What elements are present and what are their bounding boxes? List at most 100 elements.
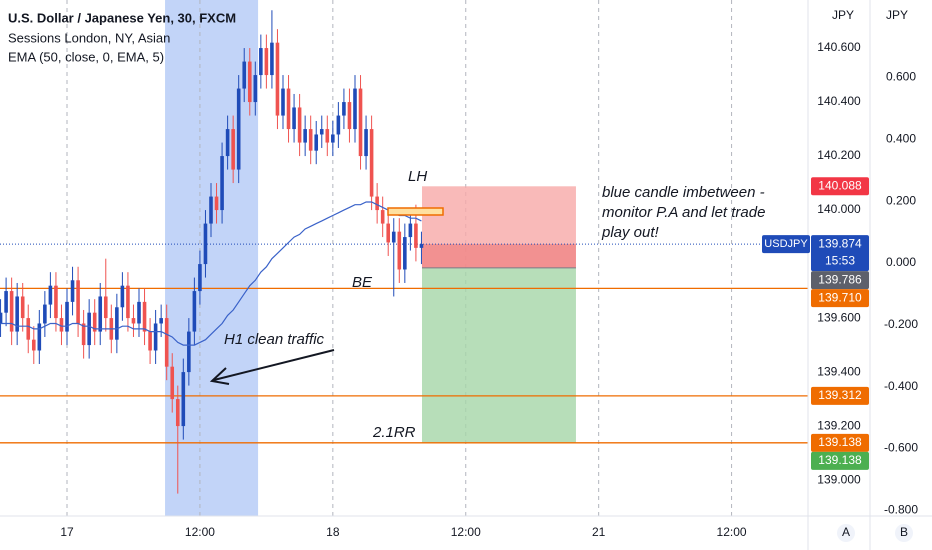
candle-body (26, 318, 31, 340)
candle-body (353, 88, 357, 130)
candle-body (148, 331, 152, 351)
candle-body (170, 366, 175, 400)
candle-body (4, 291, 8, 313)
price-label: 139.312 (818, 388, 862, 402)
scale-button[interactable] (895, 524, 913, 542)
candle-body (303, 129, 307, 143)
candle-body (120, 285, 125, 308)
candle-body (231, 129, 235, 170)
candle-body (281, 88, 285, 116)
indicator-label: Sessions London, NY, Asian (8, 30, 170, 45)
scale-button-label[interactable]: B (900, 525, 908, 539)
x-tick-label: 12:00 (185, 525, 215, 539)
candle-body (164, 318, 169, 367)
highlight-box (387, 207, 444, 216)
annotation: BE (352, 274, 373, 291)
y-tick-label: 139.200 (817, 418, 861, 432)
candle-body (242, 61, 247, 89)
candle-body (225, 129, 230, 157)
candle-body (98, 296, 103, 332)
candle-body (419, 244, 424, 248)
candle-body (375, 196, 379, 211)
annotations: LH BE H1 clean traffic 2.1RR blue candle… (209, 168, 765, 441)
candle-body (20, 296, 25, 319)
symbol-label: USDJPY (764, 238, 808, 250)
candle-body (65, 301, 69, 332)
y2-tick-label: -0.200 (884, 317, 918, 331)
note: blue candle imbetween - (602, 184, 765, 201)
candle-body (253, 75, 258, 103)
candle-body (76, 280, 80, 324)
x-tick-label: 21 (592, 525, 606, 539)
axis-unit: JPY (886, 8, 908, 22)
candle-body (131, 318, 136, 324)
candle-body (126, 285, 130, 319)
x-tick-label: 12:00 (451, 525, 481, 539)
candle-body (175, 399, 180, 427)
candle-body (203, 223, 208, 265)
candle-body (236, 88, 241, 170)
candle-body (59, 318, 64, 332)
arrow (213, 349, 335, 381)
price-label: 139.138 (818, 453, 862, 467)
y2-tick-label: -0.600 (884, 441, 918, 455)
open-loss (421, 244, 576, 268)
candle-body (153, 323, 158, 351)
candle-body (92, 312, 97, 332)
candle-body (414, 223, 418, 248)
candle-body (297, 107, 302, 143)
candle-body (275, 42, 280, 116)
candle-body (81, 323, 86, 346)
annotation: H1 clean traffic (224, 331, 325, 348)
chart-title: U.S. Dollar / Japanese Yen, 30, FXCM (8, 10, 236, 25)
candle-body (397, 231, 402, 270)
candle-body (347, 102, 352, 130)
candle-body (364, 129, 368, 157)
plot-area (0, 0, 808, 516)
y-tick-label: 139.000 (817, 472, 861, 486)
price-label: 139.710 (818, 290, 862, 304)
price-label: 139.874 (818, 236, 862, 250)
indicator-label: EMA (50, close, 0, EMA, 5) (8, 49, 164, 64)
candle-body (209, 196, 213, 224)
price-label-box (811, 271, 869, 290)
countdown: 15:53 (825, 253, 855, 267)
ema-line (0, 201, 422, 346)
candle-body (308, 129, 313, 151)
price-label-box (811, 235, 869, 272)
candle-body (142, 301, 147, 332)
candle-body (137, 301, 141, 324)
candle-body (336, 115, 341, 135)
candle-body (43, 304, 47, 324)
annotation: 2.1RR (372, 424, 416, 441)
candle-body (247, 61, 252, 103)
candle-body (9, 291, 14, 332)
candle-body (380, 210, 385, 224)
candle-body (214, 196, 219, 211)
candle-body (331, 134, 335, 143)
y-tick-label: 140.600 (817, 40, 861, 54)
y-tick-label: 140.400 (817, 94, 861, 108)
candle-body (0, 312, 3, 324)
price-label-box (811, 433, 869, 452)
scale-button-label[interactable]: A (842, 525, 850, 539)
candle-body (325, 129, 330, 143)
target-zone (421, 267, 576, 443)
x-tick-label: 17 (60, 525, 74, 539)
candle-body (159, 318, 163, 324)
candle-body (70, 280, 75, 302)
candle-body (342, 102, 346, 116)
candle-body (54, 285, 58, 319)
axis-unit: JPY (832, 8, 854, 22)
candle-body (103, 296, 108, 319)
candle-body (270, 42, 274, 76)
price-label-box (811, 386, 869, 405)
candle-body (259, 48, 263, 76)
symbol-box (762, 235, 810, 254)
candle-body (286, 88, 291, 130)
candle-body (264, 48, 269, 76)
note: play out! (601, 224, 660, 241)
scale-button[interactable] (837, 524, 855, 542)
candle-body (187, 331, 191, 373)
